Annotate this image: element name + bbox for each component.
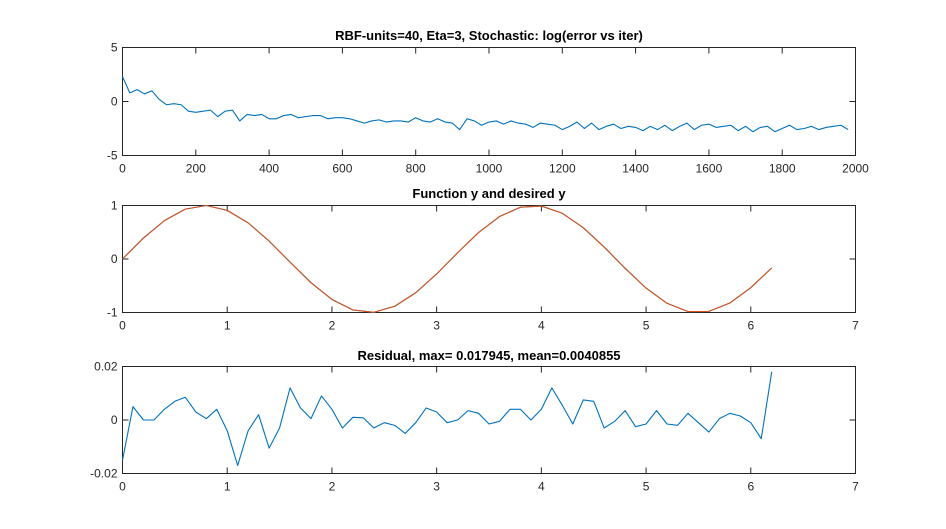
x-tick-label: 1 bbox=[224, 319, 231, 333]
subplot-residual-series bbox=[121, 371, 773, 467]
x-tick-label: 1800 bbox=[769, 162, 796, 176]
subplot-error-series bbox=[121, 76, 849, 133]
x-tick-label: 0 bbox=[119, 162, 126, 176]
x-tick-label: 4 bbox=[538, 480, 545, 494]
x-tick-label: 400 bbox=[259, 162, 279, 176]
series-line-1 bbox=[121, 371, 773, 467]
y-tick-label: -0.02 bbox=[90, 467, 118, 481]
subplot-function-series bbox=[122, 204, 773, 313]
x-tick-label: 2 bbox=[329, 480, 336, 494]
subplot-error-title: RBF-units=40, Eta=3, Stochastic: log(err… bbox=[335, 28, 643, 43]
x-tick-label: 5 bbox=[643, 480, 650, 494]
x-tick-label: 1000 bbox=[476, 162, 503, 176]
x-tick-label: 600 bbox=[332, 162, 352, 176]
y-tick-label: 1 bbox=[111, 199, 118, 213]
subplot-function-ticks: 0 1 2 3 4 5 6 7-101 bbox=[107, 199, 859, 333]
x-tick-label: 6 bbox=[747, 319, 754, 333]
y-tick-label: -5 bbox=[107, 149, 118, 163]
x-tick-label: 6 bbox=[747, 480, 754, 494]
x-tick-label: 2000 bbox=[842, 162, 869, 176]
x-tick-label: 800 bbox=[406, 162, 426, 176]
x-tick-label: 200 bbox=[186, 162, 206, 176]
subplot-error: RBF-units=40, Eta=3, Stochastic: log(err… bbox=[107, 28, 869, 176]
subplot-function-title: Function y and desired y bbox=[412, 186, 566, 201]
y-tick-label: 5 bbox=[111, 41, 118, 55]
x-tick-label: 1600 bbox=[696, 162, 723, 176]
series-line-2 bbox=[122, 204, 773, 313]
x-tick-label: 1200 bbox=[549, 162, 576, 176]
y-tick-label: -1 bbox=[107, 306, 118, 320]
subplot-residual: Residual, max= 0.017945, mean=0.0040855 … bbox=[90, 348, 859, 494]
x-tick-label: 7 bbox=[852, 319, 859, 333]
y-tick-label: 0 bbox=[111, 95, 118, 109]
x-tick-label: 1400 bbox=[622, 162, 649, 176]
x-tick-label: 4 bbox=[538, 319, 545, 333]
x-tick-label: 3 bbox=[433, 319, 440, 333]
x-tick-label: 2 bbox=[329, 319, 336, 333]
x-tick-label: 0 bbox=[119, 480, 126, 494]
subplot-function: Function y and desired y 0 1 2 3 4 5 6 7-101 bbox=[107, 186, 859, 333]
x-tick-label: 7 bbox=[852, 480, 859, 494]
series-line-1 bbox=[121, 76, 849, 133]
y-tick-label: 0 bbox=[111, 252, 118, 266]
y-tick-label: 0.02 bbox=[94, 360, 118, 374]
y-tick-label: 0 bbox=[111, 413, 118, 427]
x-tick-label: 0 bbox=[119, 319, 126, 333]
x-tick-label: 1 bbox=[224, 480, 231, 494]
subplot-residual-title: Residual, max= 0.017945, mean=0.0040855 bbox=[357, 348, 620, 363]
subplot-error-ticks: 0 200 400 600 800 1000 1200 1400 1600 1800 2000-50… bbox=[107, 41, 869, 176]
x-tick-label: 5 bbox=[643, 319, 650, 333]
x-tick-label: 3 bbox=[433, 480, 440, 494]
